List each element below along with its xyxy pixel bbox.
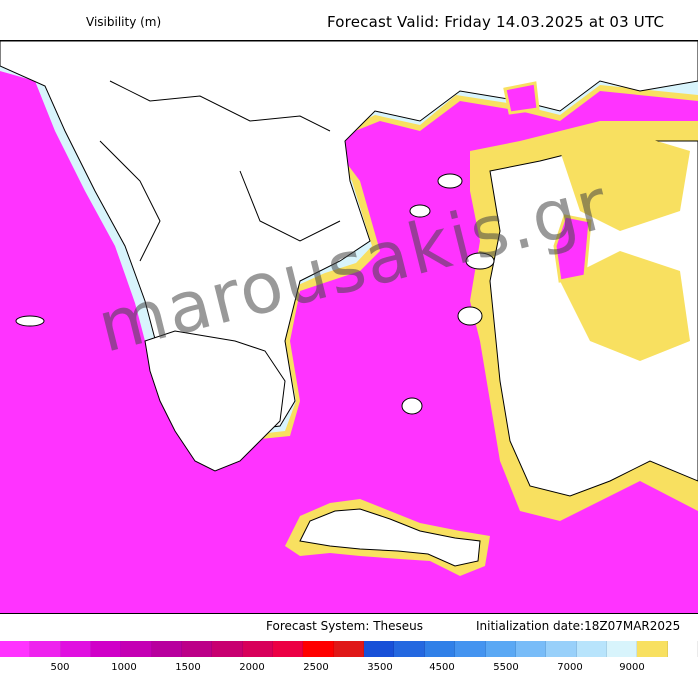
legend-swatch <box>455 641 486 657</box>
legend-colorbar <box>0 641 698 657</box>
border-line-3 <box>239 170 341 242</box>
aegean-gulf <box>553 214 592 283</box>
legend-swatch <box>576 641 607 657</box>
legend-swatch <box>424 641 456 657</box>
inland-fog-1 <box>560 136 690 231</box>
border-line-1 <box>109 80 331 132</box>
legend-swatch <box>121 641 152 657</box>
legend-swatch <box>303 641 334 657</box>
legend-tick-label: 3500 <box>367 662 393 673</box>
legend-swatch <box>364 641 395 657</box>
legend-swatch <box>182 641 213 657</box>
legend-swatch <box>151 641 183 657</box>
legend-swatch <box>637 641 668 657</box>
island-4 <box>465 252 495 270</box>
marmara-sea <box>503 81 540 115</box>
legend-tick-label: 7000 <box>557 662 583 673</box>
map-canvas <box>0 41 698 613</box>
legend-swatch <box>515 641 547 657</box>
initialization-label: Initialization date:18Z07MAR2025 <box>476 619 681 633</box>
island-3 <box>409 204 431 218</box>
legend-tick-label: 2500 <box>303 662 329 673</box>
legend-swatch <box>546 641 577 657</box>
footer: Forecast System: Theseus Initialization … <box>0 616 698 638</box>
legend-swatch <box>212 641 243 657</box>
inland-fog-2 <box>560 251 690 361</box>
header: Visibility (m) Forecast Valid: Friday 14… <box>0 0 698 40</box>
legend-swatch <box>30 641 61 657</box>
legend-swatch <box>60 641 92 657</box>
legend-swatch <box>667 641 698 657</box>
island-5 <box>457 306 483 326</box>
legend-tick-label: 5500 <box>493 662 519 673</box>
peloponnese-land <box>144 330 286 472</box>
legend-tick-label: 9000 <box>619 662 645 673</box>
legend-swatch <box>606 641 638 657</box>
legend-tick-label: 500 <box>50 662 70 673</box>
legend-swatch <box>273 641 304 657</box>
legend-swatch <box>485 641 516 657</box>
variable-label: Visibility (m) <box>86 15 162 29</box>
crete-land <box>299 508 481 567</box>
island-2 <box>437 173 463 189</box>
visibility-map: marousakis.gr <box>0 40 698 614</box>
legend-ticks: 500 1000 1500 2000 2500 3500 4500 5500 7000 9000 <box>0 662 698 678</box>
legend-swatch <box>394 641 425 657</box>
legend-swatch <box>91 641 122 657</box>
forecast-system-label: Forecast System: Theseus <box>266 619 424 633</box>
legend-tick-label: 1500 <box>175 662 201 673</box>
legend-swatch <box>333 641 365 657</box>
border-line-2 <box>99 140 161 262</box>
legend-tick-label: 1000 <box>111 662 137 673</box>
legend-swatch <box>242 641 274 657</box>
island-1 <box>401 397 423 415</box>
legend-swatch <box>0 641 31 657</box>
forecast-valid-label: Forecast Valid: Friday 14.03.2025 at 03 … <box>327 13 665 31</box>
island-6 <box>15 315 45 327</box>
legend-tick-label: 4500 <box>429 662 455 673</box>
legend-tick-label: 2000 <box>239 662 265 673</box>
